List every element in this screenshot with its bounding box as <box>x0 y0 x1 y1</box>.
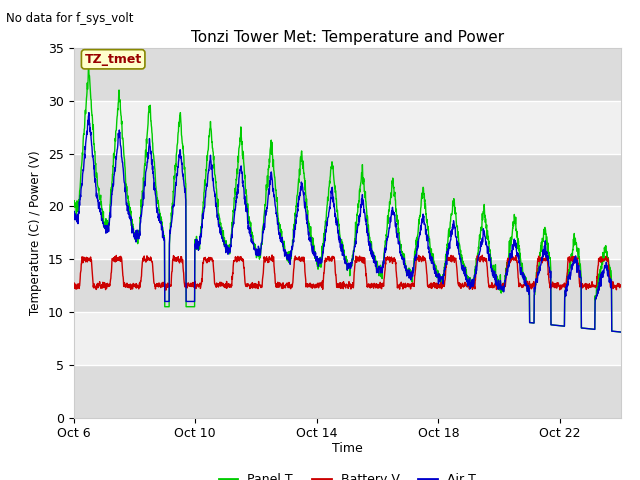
Legend: Panel T, Battery V, Air T: Panel T, Battery V, Air T <box>214 468 481 480</box>
X-axis label: Time: Time <box>332 442 363 455</box>
Y-axis label: Temperature (C) / Power (V): Temperature (C) / Power (V) <box>29 151 42 315</box>
Bar <box>74 365 621 418</box>
Bar <box>74 101 621 154</box>
Text: No data for f_sys_volt: No data for f_sys_volt <box>6 12 134 25</box>
Bar <box>74 154 621 206</box>
Bar <box>74 206 621 259</box>
Bar <box>74 312 621 365</box>
Text: TZ_tmet: TZ_tmet <box>84 53 142 66</box>
Bar <box>74 259 621 312</box>
Bar <box>74 48 621 101</box>
Title: Tonzi Tower Met: Temperature and Power: Tonzi Tower Met: Temperature and Power <box>191 30 504 46</box>
